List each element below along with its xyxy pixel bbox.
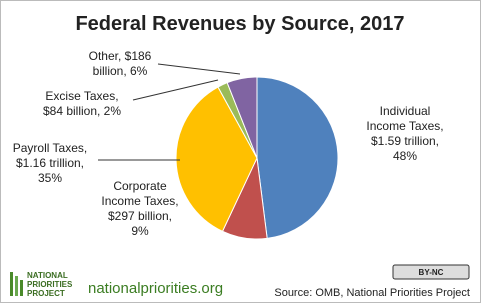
data-label-line: Income Taxes, (101, 194, 178, 208)
data-label-line: Payroll Taxes, (13, 141, 87, 155)
data-label-line: Excise Taxes, (45, 89, 118, 103)
website: nationalpriorities.org (88, 280, 223, 297)
logo-icon (10, 272, 23, 296)
data-label-line: 48% (393, 149, 417, 163)
leader-line (132, 79, 219, 101)
data-label-line: $1.16 trillion, (16, 156, 84, 170)
chart-title: Federal Revenues by Source, 2017 (75, 13, 404, 35)
source: Source: OMB, National Priorities Project (274, 287, 470, 299)
data-label-line: billion, 6% (93, 64, 148, 78)
data-label: Individual Income Taxes, $1.59 trillion, 48… (366, 104, 443, 163)
logo-line: PRIORITIES (27, 280, 73, 289)
pie-slice (256, 76, 339, 239)
data-label-line: Other, $186 (89, 49, 152, 63)
pie-slice (175, 86, 258, 232)
data-label-line: $297 billion, (108, 209, 172, 223)
data-label-line: $1.59 trillion, (371, 134, 439, 148)
logo-line: PROJECT (27, 289, 65, 298)
data-label-line: Income Taxes, (366, 119, 443, 133)
pie-slice (226, 76, 258, 159)
data-label-line: Corporate (113, 179, 167, 193)
data-label: Excise Taxes, $84 billion, 2% (43, 89, 121, 118)
data-label: Payroll Taxes, $1.16 trillion, 35% (13, 141, 87, 185)
data-label: Corporate Income Taxes, $297 billion, 9% (101, 179, 178, 238)
data-label-line: 35% (38, 171, 62, 185)
data-label: Other, $186 billion, 6% (89, 49, 152, 78)
data-label-line: 9% (131, 224, 149, 238)
logo-line: NATIONAL (27, 271, 68, 280)
license-badge (392, 264, 470, 280)
license: BY-NC (419, 268, 444, 277)
data-label-line: Individual (380, 104, 431, 118)
leader-line (157, 63, 241, 75)
data-label-line: $84 billion, 2% (43, 104, 121, 118)
